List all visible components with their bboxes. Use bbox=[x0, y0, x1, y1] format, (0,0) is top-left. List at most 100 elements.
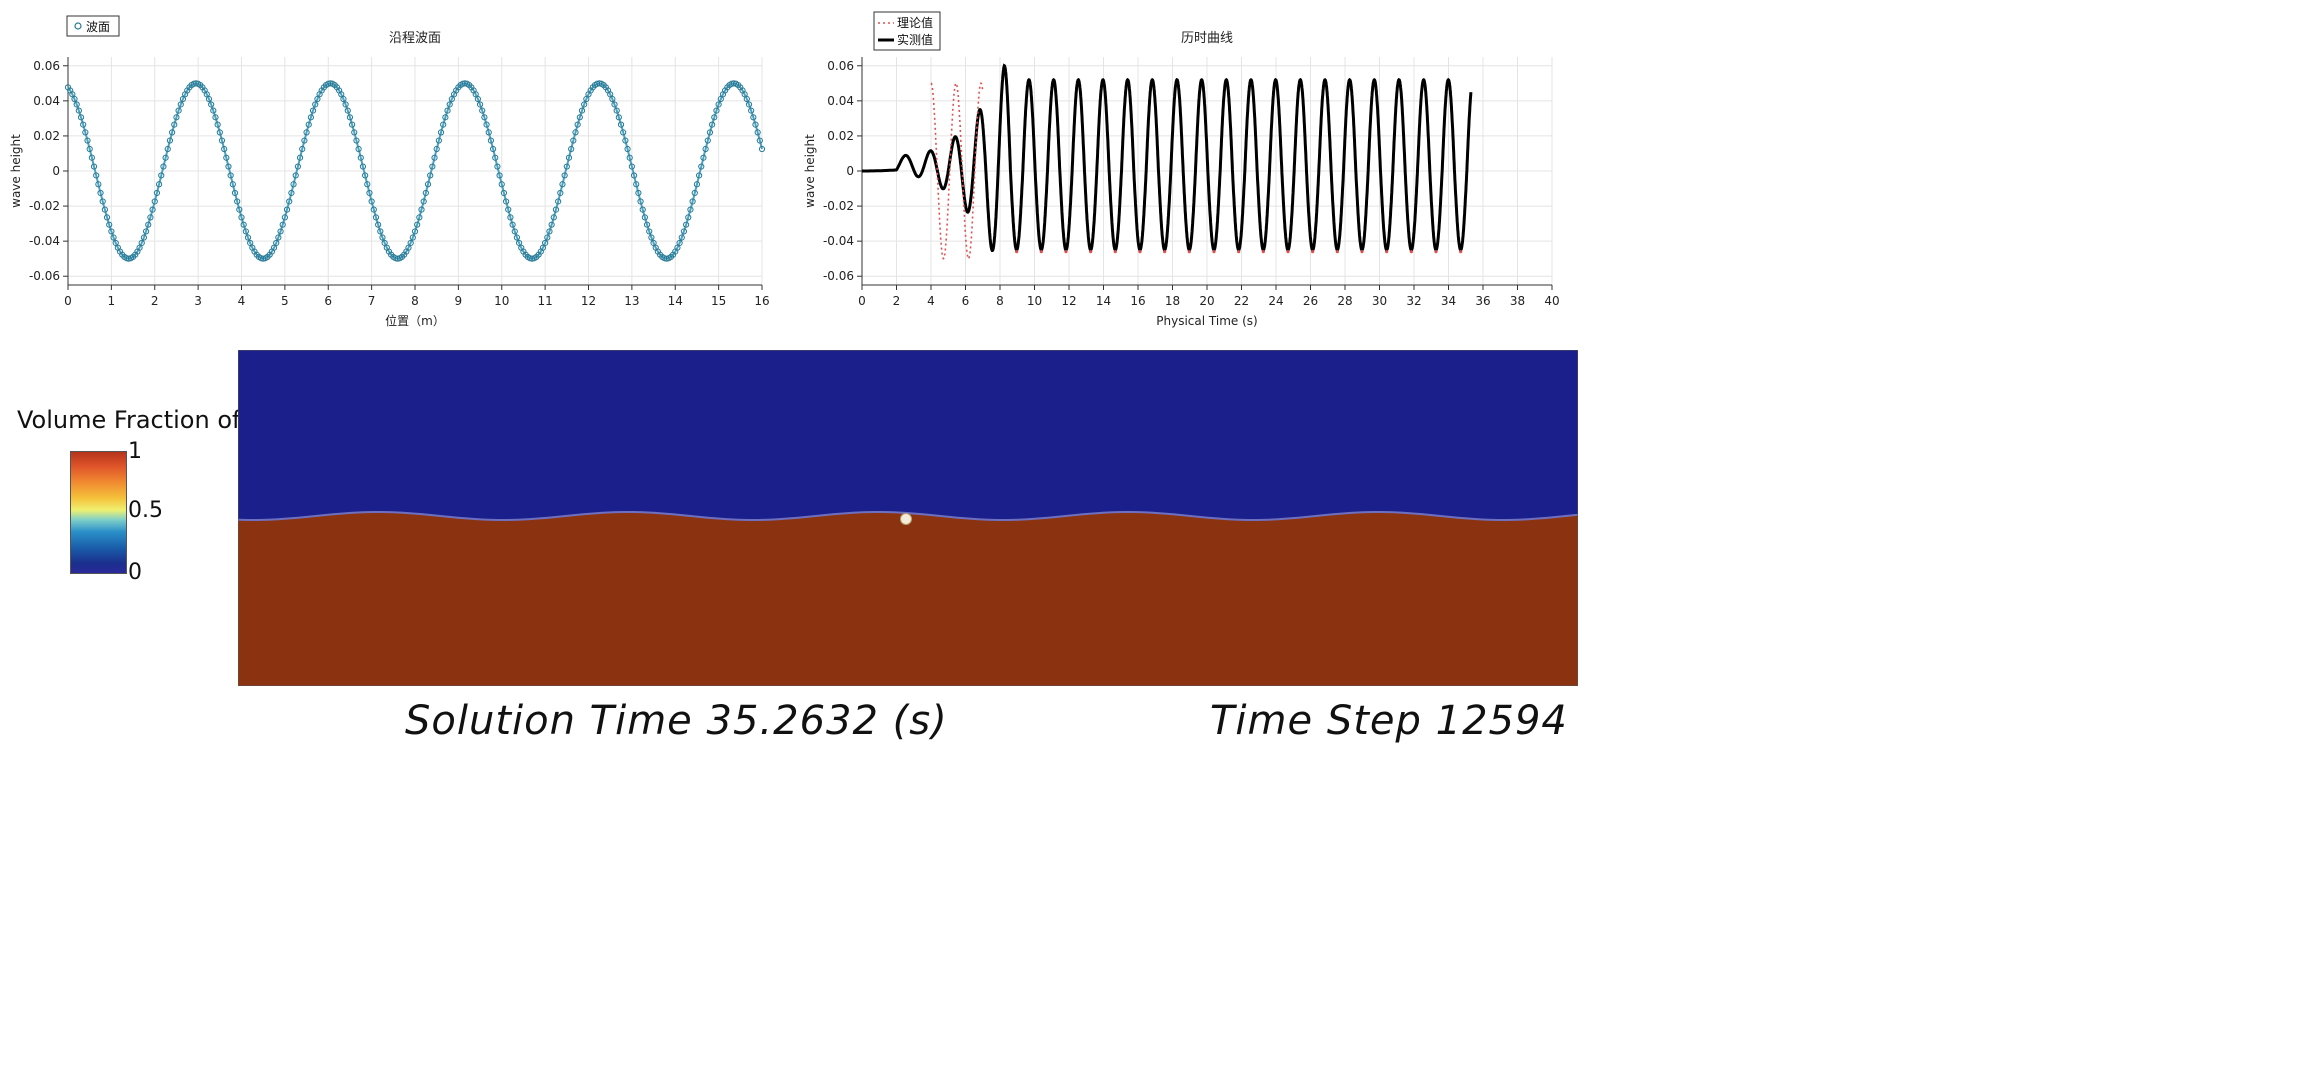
wave-point bbox=[218, 137, 226, 144]
wave-point bbox=[283, 206, 291, 213]
theory-point bbox=[1138, 250, 1142, 254]
wave-point bbox=[366, 189, 373, 197]
wave-point bbox=[509, 221, 516, 228]
theory-point bbox=[1409, 250, 1413, 254]
wave-point bbox=[97, 189, 104, 197]
wave-point bbox=[309, 107, 317, 114]
wave-point bbox=[704, 137, 711, 144]
wave-point bbox=[273, 239, 280, 247]
wave-point bbox=[372, 214, 380, 221]
wave-point bbox=[429, 163, 436, 170]
x-tick-label: 32 bbox=[1406, 294, 1421, 308]
wave-point bbox=[95, 181, 102, 188]
wave-point bbox=[301, 137, 308, 144]
wave-point bbox=[498, 181, 505, 188]
wave-point bbox=[173, 114, 180, 121]
wave-point bbox=[609, 95, 616, 103]
wave-point bbox=[487, 137, 495, 144]
wave-point bbox=[748, 107, 755, 114]
time-step-label: Time Step 12594 bbox=[1210, 698, 1568, 744]
wave-point bbox=[205, 95, 213, 103]
wave-point bbox=[411, 228, 419, 235]
wave-point bbox=[77, 114, 85, 121]
volume-fraction-field bbox=[237, 349, 1579, 687]
wave-point bbox=[620, 129, 627, 136]
wave-point bbox=[312, 101, 319, 108]
theory-point bbox=[1261, 250, 1265, 254]
wave-point bbox=[557, 189, 564, 197]
wave-point bbox=[431, 154, 438, 161]
wave-point bbox=[502, 198, 510, 205]
wave-point bbox=[223, 154, 230, 161]
legend-box bbox=[873, 11, 941, 51]
wave-point bbox=[546, 228, 553, 235]
x-tick-label: 0 bbox=[858, 294, 866, 308]
wave-point bbox=[364, 181, 371, 188]
wave-point bbox=[687, 206, 694, 213]
theory-series-line bbox=[930, 82, 984, 260]
wave-point bbox=[680, 228, 688, 235]
wave-point bbox=[630, 172, 638, 179]
wave-point bbox=[745, 101, 753, 108]
wave-point bbox=[340, 95, 347, 103]
wave-point bbox=[75, 107, 82, 114]
wave-point bbox=[706, 129, 714, 136]
x-tick-label: 18 bbox=[1165, 294, 1180, 308]
wave-point bbox=[351, 129, 358, 136]
wave-point bbox=[377, 228, 384, 235]
wave-point bbox=[578, 107, 586, 114]
wave-point bbox=[242, 228, 249, 235]
wave-point bbox=[561, 172, 568, 179]
wave-point bbox=[552, 206, 560, 213]
x-tick-label: 1 bbox=[108, 294, 116, 308]
wave-point bbox=[476, 101, 484, 108]
x-tick-label: 4 bbox=[927, 294, 935, 308]
chart-legend: 波面 bbox=[66, 15, 120, 37]
wave-point bbox=[483, 121, 490, 128]
x-tick-label: 9 bbox=[455, 294, 463, 308]
x-tick-label: 6 bbox=[962, 294, 970, 308]
wave-point bbox=[440, 121, 447, 128]
x-tick-label: 12 bbox=[1061, 294, 1076, 308]
wave-point bbox=[288, 189, 295, 197]
y-axis-label: wave height bbox=[803, 134, 817, 208]
theory-point bbox=[1212, 250, 1216, 254]
wave-point bbox=[641, 214, 648, 221]
wave-point bbox=[244, 234, 252, 241]
wave-point bbox=[437, 129, 445, 136]
wave-point bbox=[353, 137, 360, 144]
y-tick-label: 0.02 bbox=[827, 129, 854, 143]
theory-point bbox=[1360, 250, 1364, 254]
wave-point bbox=[702, 145, 709, 153]
x-tick-label: 16 bbox=[754, 294, 769, 308]
wave-point bbox=[346, 114, 354, 121]
wave-point bbox=[559, 181, 566, 188]
wave-point bbox=[240, 221, 247, 228]
x-tick-label: 34 bbox=[1441, 294, 1456, 308]
wave-point bbox=[229, 181, 236, 188]
wave-point bbox=[103, 214, 111, 221]
wave-point bbox=[424, 181, 432, 188]
wave-point bbox=[709, 121, 716, 128]
wave-point bbox=[617, 121, 625, 128]
wave-point bbox=[505, 206, 512, 213]
wave-point bbox=[357, 154, 364, 161]
colorbar-mid-label: 0.5 bbox=[128, 498, 163, 523]
x-tick-label: 3 bbox=[194, 294, 202, 308]
wave-point bbox=[214, 121, 221, 128]
wave-point bbox=[210, 107, 217, 114]
wave-point bbox=[212, 114, 219, 121]
wave-point bbox=[678, 234, 685, 241]
x-tick-label: 38 bbox=[1510, 294, 1525, 308]
wave-point bbox=[711, 114, 718, 121]
wave-point bbox=[286, 198, 293, 205]
wave-point bbox=[756, 137, 763, 144]
wave-point bbox=[500, 189, 508, 197]
y-axis-label: wave height bbox=[9, 134, 23, 208]
wave-point bbox=[216, 129, 223, 136]
chart-title: 沿程波面 bbox=[389, 31, 441, 46]
theory-point bbox=[1039, 250, 1043, 254]
wave-point bbox=[693, 181, 701, 188]
free-surface-line bbox=[237, 511, 1579, 521]
